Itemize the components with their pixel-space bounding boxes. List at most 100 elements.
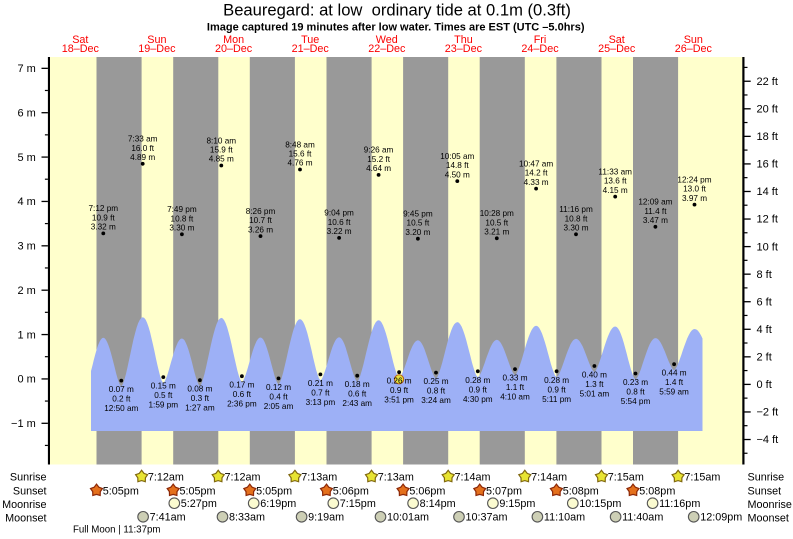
- svg-text:Moonrise: Moonrise: [748, 499, 792, 511]
- svg-text:5:54 pm: 5:54 pm: [621, 397, 651, 406]
- svg-text:0.12 m: 0.12 m: [266, 383, 291, 392]
- svg-text:Moonrise: Moonrise: [2, 499, 46, 511]
- svg-text:10:37am: 10:37am: [466, 512, 508, 524]
- svg-text:10 ft: 10 ft: [757, 241, 778, 253]
- svg-text:7:12am: 7:12am: [148, 472, 184, 484]
- svg-text:0.28 m: 0.28 m: [465, 376, 490, 385]
- svg-text:9:26 am: 9:26 am: [364, 146, 394, 155]
- svg-text:0.6 ft: 0.6 ft: [233, 390, 252, 399]
- svg-text:22–Dec: 22–Dec: [368, 43, 406, 55]
- svg-text:Sat: Sat: [609, 34, 625, 46]
- svg-text:0.9 ft: 0.9 ft: [547, 385, 566, 394]
- svg-text:2 ft: 2 ft: [757, 352, 772, 364]
- svg-text:3.26 m: 3.26 m: [248, 225, 273, 234]
- svg-text:6:19pm: 6:19pm: [260, 498, 296, 510]
- svg-text:0.33 m: 0.33 m: [502, 374, 527, 383]
- svg-text:15.2 ft: 15.2 ft: [367, 155, 390, 164]
- svg-text:5:05pm: 5:05pm: [256, 485, 292, 497]
- svg-text:4.85 m: 4.85 m: [209, 155, 234, 164]
- svg-text:5:07pm: 5:07pm: [486, 485, 522, 497]
- svg-text:0.6 ft: 0.6 ft: [348, 390, 367, 399]
- svg-text:7:14am: 7:14am: [455, 472, 491, 484]
- svg-text:16.0 ft: 16.0 ft: [131, 144, 154, 153]
- svg-text:3.22 m: 3.22 m: [327, 227, 352, 236]
- svg-text:0.15 m: 0.15 m: [151, 382, 176, 391]
- svg-text:Sat: Sat: [72, 34, 88, 46]
- svg-text:12:09pm: 12:09pm: [700, 512, 742, 524]
- svg-text:10:47 am: 10:47 am: [519, 159, 553, 168]
- svg-text:12:24 pm: 12:24 pm: [677, 175, 711, 184]
- svg-text:Sunset: Sunset: [13, 485, 47, 497]
- svg-text:14 ft: 14 ft: [757, 186, 778, 198]
- svg-text:7:13am: 7:13am: [378, 472, 414, 484]
- svg-text:3:13 pm: 3:13 pm: [306, 398, 336, 407]
- svg-text:10.8 ft: 10.8 ft: [565, 214, 588, 223]
- svg-text:10:01am: 10:01am: [387, 512, 429, 524]
- svg-text:5:06pm: 5:06pm: [333, 485, 369, 497]
- svg-text:5:05pm: 5:05pm: [180, 485, 216, 497]
- svg-text:2 m: 2 m: [17, 285, 35, 297]
- svg-text:0.44 m: 0.44 m: [662, 369, 687, 378]
- svg-text:0.9 ft: 0.9 ft: [390, 386, 409, 395]
- svg-text:0.2 ft: 0.2 ft: [112, 395, 131, 404]
- svg-text:3:51 pm: 3:51 pm: [384, 396, 414, 405]
- svg-text:7:41am: 7:41am: [150, 512, 186, 524]
- svg-text:4:30 pm: 4:30 pm: [463, 395, 493, 404]
- svg-text:19–Dec: 19–Dec: [138, 43, 176, 55]
- svg-text:23–Dec: 23–Dec: [445, 43, 483, 55]
- svg-text:6 m: 6 m: [17, 107, 35, 119]
- svg-text:5:08pm: 5:08pm: [639, 485, 675, 497]
- svg-text:11.4 ft: 11.4 ft: [644, 207, 667, 216]
- svg-text:10.9 ft: 10.9 ft: [92, 213, 115, 222]
- svg-text:7:15am: 7:15am: [608, 472, 644, 484]
- svg-text:4.50 m: 4.50 m: [445, 170, 470, 179]
- svg-text:Sun: Sun: [684, 34, 703, 46]
- svg-text:1:59 pm: 1:59 pm: [149, 401, 179, 410]
- svg-text:5:27pm: 5:27pm: [181, 498, 217, 510]
- svg-text:0.18 m: 0.18 m: [345, 380, 370, 389]
- svg-text:7:12 pm: 7:12 pm: [89, 204, 119, 213]
- svg-text:11:16pm: 11:16pm: [659, 498, 700, 510]
- svg-text:10.5 ft: 10.5 ft: [485, 218, 508, 227]
- svg-text:0.25 m: 0.25 m: [423, 377, 448, 386]
- svg-text:4:10 am: 4:10 am: [500, 393, 530, 402]
- svg-text:14.2 ft: 14.2 ft: [525, 169, 548, 178]
- svg-text:10:05 am: 10:05 am: [440, 152, 474, 161]
- svg-text:12:50 am: 12:50 am: [104, 404, 138, 413]
- svg-text:Full Moon | 11:37pm: Full Moon | 11:37pm: [73, 525, 160, 536]
- svg-text:3.32 m: 3.32 m: [91, 223, 116, 232]
- svg-text:4.33 m: 4.33 m: [524, 178, 549, 187]
- svg-text:0.28 m: 0.28 m: [544, 376, 569, 385]
- svg-text:4.76 m: 4.76 m: [287, 159, 312, 168]
- svg-text:2:05 am: 2:05 am: [264, 402, 294, 411]
- svg-text:5:06pm: 5:06pm: [409, 485, 445, 497]
- svg-text:10:28 pm: 10:28 pm: [480, 209, 514, 218]
- svg-text:20–Dec: 20–Dec: [215, 43, 253, 55]
- svg-text:21–Dec: 21–Dec: [292, 43, 330, 55]
- svg-text:Sunrise: Sunrise: [10, 472, 47, 484]
- svg-text:10.8 ft: 10.8 ft: [171, 214, 194, 223]
- svg-text:4.89 m: 4.89 m: [130, 153, 155, 162]
- svg-text:13.6 ft: 13.6 ft: [604, 177, 627, 186]
- svg-text:8 ft: 8 ft: [757, 269, 772, 281]
- svg-text:11:40am: 11:40am: [622, 512, 663, 524]
- svg-text:8:33am: 8:33am: [229, 512, 265, 524]
- svg-text:8:48 am: 8:48 am: [285, 140, 315, 149]
- svg-text:3.97 m: 3.97 m: [682, 194, 707, 203]
- svg-text:11:33 am: 11:33 am: [598, 167, 632, 176]
- svg-text:18–Dec: 18–Dec: [62, 43, 100, 55]
- svg-text:1 m: 1 m: [17, 329, 35, 341]
- svg-text:9:19am: 9:19am: [308, 512, 344, 524]
- svg-text:0.26 m: 0.26 m: [387, 377, 412, 386]
- svg-text:12:09 am: 12:09 am: [638, 198, 672, 207]
- svg-text:5:01 am: 5:01 am: [580, 390, 610, 399]
- svg-text:11:10am: 11:10am: [544, 512, 585, 524]
- svg-text:15.6 ft: 15.6 ft: [289, 150, 312, 159]
- svg-text:9:04 pm: 9:04 pm: [324, 209, 354, 218]
- svg-text:10.6 ft: 10.6 ft: [328, 218, 351, 227]
- svg-text:13.0 ft: 13.0 ft: [683, 185, 706, 194]
- svg-text:9:45 pm: 9:45 pm: [403, 210, 433, 219]
- svg-text:14.8 ft: 14.8 ft: [446, 161, 469, 170]
- svg-text:7 m: 7 m: [17, 63, 35, 75]
- svg-text:10:15pm: 10:15pm: [579, 498, 621, 510]
